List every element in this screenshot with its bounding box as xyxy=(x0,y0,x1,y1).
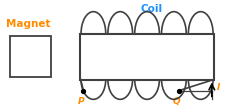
Text: Coil: Coil xyxy=(141,4,163,14)
Text: Q: Q xyxy=(173,97,180,106)
Bar xyxy=(10,36,51,77)
Text: Magnet: Magnet xyxy=(6,19,50,29)
Text: I: I xyxy=(217,83,220,92)
Text: P: P xyxy=(78,97,84,106)
Bar xyxy=(80,34,214,80)
